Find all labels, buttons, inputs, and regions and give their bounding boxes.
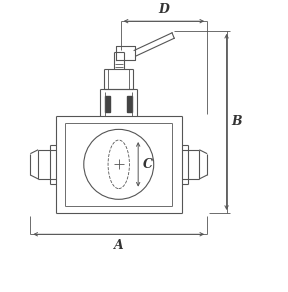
Text: C: C <box>143 158 153 171</box>
Text: B: B <box>232 115 242 128</box>
Bar <box>128 96 132 112</box>
Bar <box>105 96 110 112</box>
Text: D: D <box>158 3 169 16</box>
Text: A: A <box>114 239 124 252</box>
